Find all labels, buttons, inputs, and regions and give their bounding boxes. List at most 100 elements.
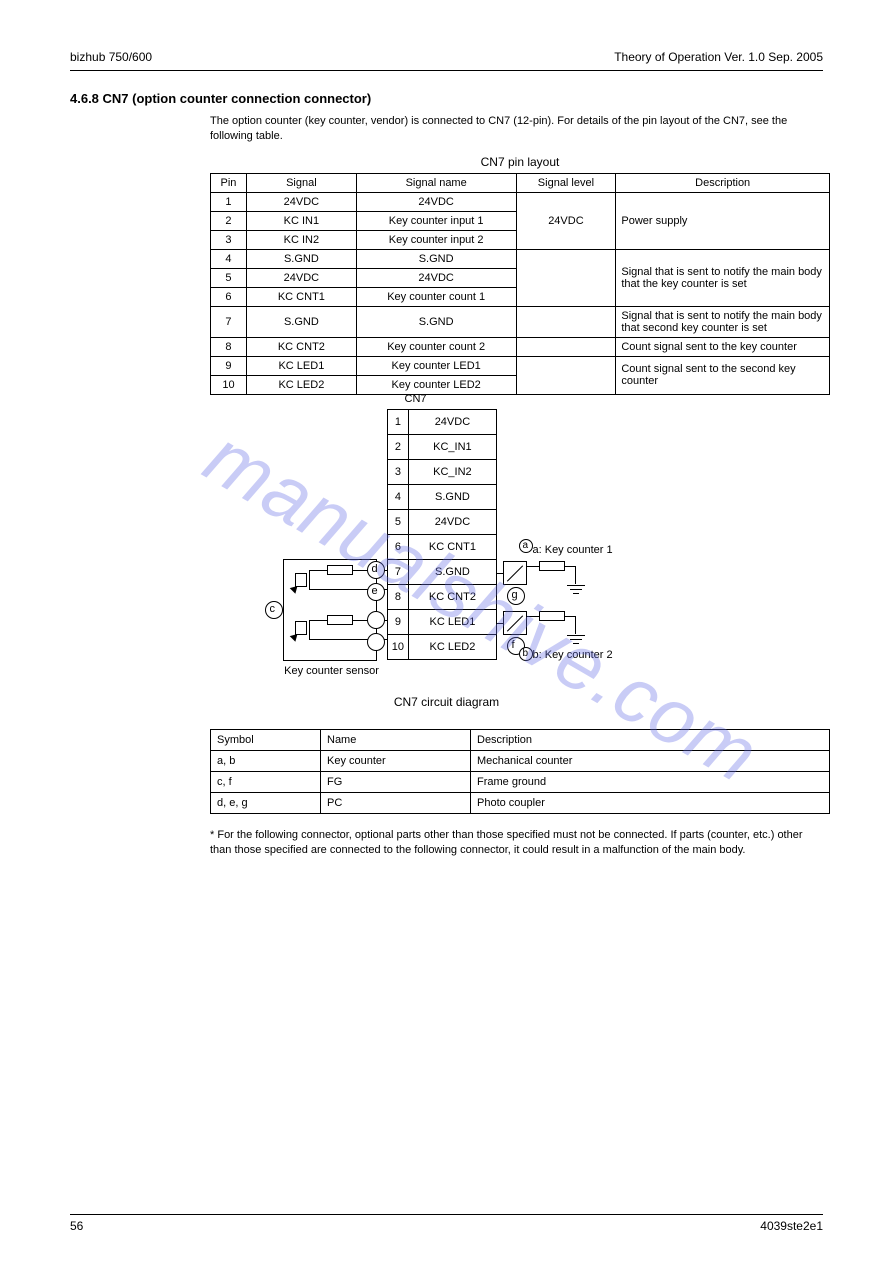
cn-row: 6KC CNT1 <box>387 534 496 559</box>
wire <box>575 616 576 634</box>
cell-level <box>516 356 616 394</box>
cell-pin: 4 <box>211 249 247 268</box>
cn-signal: KC LED2 <box>409 634 496 659</box>
resistor-icon <box>327 565 353 575</box>
wire <box>565 616 575 617</box>
table-row: 9 KC LED1 Key counter LED1 Count signal … <box>211 356 830 375</box>
cell-pin: 5 <box>211 268 247 287</box>
cn-row: 7S.GND <box>387 559 496 584</box>
cn-pin: 3 <box>387 459 409 484</box>
cn7-label: CN7 <box>405 393 427 405</box>
cell-desc: Signal that is sent to notify the main b… <box>616 306 830 337</box>
cell-name: Key counter count 1 <box>356 287 516 306</box>
intro-paragraph: The option counter (key counter, vendor)… <box>210 114 823 145</box>
cell-name: Key counter LED1 <box>356 356 516 375</box>
table-row: a, b Key counter Mechanical counter <box>211 750 830 771</box>
cn-row: 4S.GND <box>387 484 496 509</box>
ref-d: d <box>372 563 378 575</box>
ref-e: e <box>372 585 378 597</box>
cell-sig: KC CNT2 <box>246 337 356 356</box>
table-row: 4 S.GND S.GND Signal that is sent to not… <box>211 249 830 268</box>
note-paragraph: * For the following connector, optional … <box>210 828 823 859</box>
cell: PC <box>321 792 471 813</box>
cell-sig: S.GND <box>246 306 356 337</box>
col-name-header: Signal name <box>356 173 516 192</box>
cell-sig: KC IN1 <box>246 211 356 230</box>
cn-signal: KC CNT2 <box>409 584 496 609</box>
footer-rule <box>70 1214 823 1215</box>
section-heading-text: 4.6.8 CN7 (option counter connection con… <box>70 91 371 106</box>
wire <box>565 566 575 567</box>
cell-level <box>516 249 616 306</box>
col-signal-header: Signal <box>246 173 356 192</box>
table-header-row: Pin Signal Signal name Signal level Desc… <box>211 173 830 192</box>
cn-pin: 7 <box>387 559 409 584</box>
cn-pin: 6 <box>387 534 409 559</box>
cn-pin: 2 <box>387 434 409 459</box>
cn-row: 124VDC <box>387 409 496 434</box>
wire <box>309 570 310 589</box>
cell-level: 24VDC <box>516 192 616 249</box>
cell-pin: 7 <box>211 306 247 337</box>
cell-sig: KC CNT1 <box>246 287 356 306</box>
col-desc-header: Description <box>616 173 830 192</box>
cn-row: 10KC LED2 <box>387 634 496 659</box>
cn-pin: 10 <box>387 634 409 659</box>
cell-name: S.GND <box>356 249 516 268</box>
cell-sig: KC LED2 <box>246 375 356 394</box>
pin-table-caption: CN7 pin layout <box>210 155 830 169</box>
cn-signal: 24VDC <box>409 509 496 534</box>
cell: Photo coupler <box>471 792 830 813</box>
ref-b: b <box>523 648 529 659</box>
cell-sig: S.GND <box>246 249 356 268</box>
cell-name: S.GND <box>356 306 516 337</box>
ref-g: g <box>512 589 518 601</box>
converter-icon <box>503 561 527 585</box>
table-row: 1 24VDC 24VDC 24VDC Power supply <box>211 192 830 211</box>
cn7-pin-list: 124VDC2KC_IN13KC_IN24S.GND524VDC6KC CNT1… <box>387 409 497 660</box>
cell-pin: 9 <box>211 356 247 375</box>
wire <box>309 620 310 639</box>
table-row: d, e, g PC Photo coupler <box>211 792 830 813</box>
cell-pin: 6 <box>211 287 247 306</box>
wire <box>497 623 503 624</box>
resistor-icon <box>327 615 353 625</box>
resistor-icon <box>539 611 565 621</box>
cn-signal: S.GND <box>409 484 496 509</box>
page-footer: 56 4039ste2e1 <box>70 1219 823 1233</box>
fg-icon <box>291 619 311 641</box>
page-header: bizhub 750/600 Theory of Operation Ver. … <box>70 50 823 71</box>
cn-pin: 9 <box>387 609 409 634</box>
wire <box>309 570 327 571</box>
reference-table: Symbol Name Description a, b Key counter… <box>210 729 830 814</box>
ref-c: c <box>270 603 276 615</box>
table-row: 7 S.GND S.GND Signal that is sent to not… <box>211 306 830 337</box>
label-b: b: Key counter 2 <box>533 649 613 661</box>
cn-pin: 8 <box>387 584 409 609</box>
table-row: c, f FG Frame ground <box>211 771 830 792</box>
wire <box>497 573 503 574</box>
cn-signal: KC LED1 <box>409 609 496 634</box>
pin-table: Pin Signal Signal name Signal level Desc… <box>210 173 830 395</box>
sensor-box-label: Key counter sensor <box>277 665 387 677</box>
note-text: For the following connector, optional pa… <box>210 829 803 856</box>
page-number: 56 <box>70 1219 83 1233</box>
cn-row: 8KC CNT2 <box>387 584 496 609</box>
cell-name: Key counter input 1 <box>356 211 516 230</box>
cell: Key counter <box>321 750 471 771</box>
cn-pin: 1 <box>387 409 409 434</box>
cell: FG <box>321 771 471 792</box>
wire <box>527 616 539 617</box>
table-row: 8 KC CNT2 Key counter count 2 Count sign… <box>211 337 830 356</box>
cn-pin: 4 <box>387 484 409 509</box>
cn-signal: KC_IN2 <box>409 459 496 484</box>
cell-name: Key counter LED2 <box>356 375 516 394</box>
cell-desc: Count signal sent to the second key coun… <box>616 356 830 394</box>
rev-col-symbol: Symbol <box>211 729 321 750</box>
cn-signal: KC CNT1 <box>409 534 496 559</box>
cell-pin: 1 <box>211 192 247 211</box>
cell-name: 24VDC <box>356 268 516 287</box>
cn-row: 2KC_IN1 <box>387 434 496 459</box>
col-pin-header: Pin <box>211 173 247 192</box>
table-header-row: Symbol Name Description <box>211 729 830 750</box>
